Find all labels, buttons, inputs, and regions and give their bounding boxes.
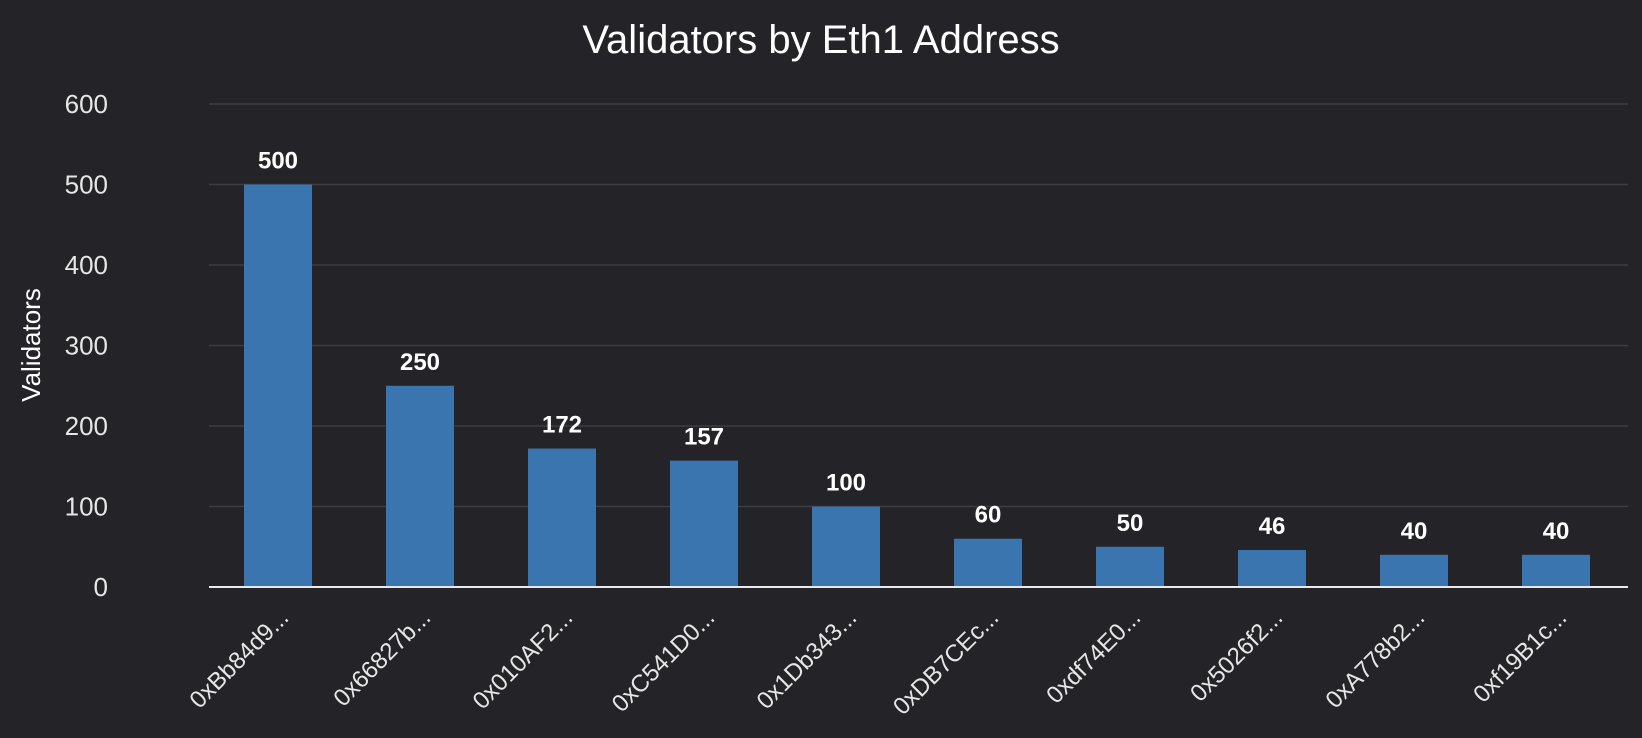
bar: [954, 538, 1022, 587]
x-tick-label: 0xDB7CEc...: [888, 604, 1004, 720]
x-tick-label: 0x1Db343...: [752, 604, 863, 715]
x-tick-label: 0xBb84d9...: [185, 604, 295, 714]
bar-value-label: 50: [1117, 510, 1144, 537]
y-axis-ticks: 0 100 200 300 400 500 600: [65, 89, 108, 602]
y-tick-label: 500: [65, 170, 108, 200]
data-labels: 500 250 172 157 100 60 50 46 40 40: [258, 148, 1569, 545]
bar-value-label: 40: [1543, 518, 1570, 545]
bars: [244, 184, 1590, 587]
bar: [812, 506, 880, 587]
y-axis-label: Validators: [16, 288, 46, 402]
bar: [1380, 554, 1448, 587]
x-tick-label: 0xC541D0...: [607, 604, 720, 717]
chart-title: Validators by Eth1 Address: [582, 18, 1059, 62]
x-tick-label: 0xA778b2...: [1321, 604, 1431, 714]
bar: [1522, 554, 1590, 587]
bar-value-label: 250: [400, 349, 440, 376]
bar-value-label: 157: [684, 424, 724, 451]
y-tick-label: 100: [65, 492, 108, 522]
x-tick-label: 0xf19B1c...: [1468, 604, 1572, 708]
y-tick-label: 400: [65, 250, 108, 280]
y-tick-label: 300: [65, 331, 108, 361]
bar: [670, 460, 738, 587]
y-tick-label: 200: [65, 411, 108, 441]
bar-value-label: 100: [826, 470, 866, 497]
bar: [244, 184, 312, 587]
bar-value-label: 40: [1401, 518, 1428, 545]
bar-value-label: 172: [542, 412, 582, 439]
bar-value-label: 46: [1259, 513, 1286, 540]
bar: [528, 448, 596, 587]
x-axis-ticks: 0xBb84d9... 0x66827b... 0x010AF2... 0xC541D…: [185, 604, 1573, 720]
y-tick-label: 0: [94, 572, 108, 602]
x-tick-label: 0x66827b...: [328, 604, 436, 712]
bar: [1096, 546, 1164, 587]
bar-value-label: 60: [975, 502, 1002, 529]
bar: [1238, 549, 1306, 587]
y-tick-label: 600: [65, 89, 108, 119]
x-tick-label: 0x010AF2...: [468, 604, 579, 715]
bar-value-label: 500: [258, 148, 298, 175]
x-tick-label: 0x5026f2...: [1185, 604, 1288, 707]
x-tick-label: 0xdf74E0...: [1041, 604, 1146, 709]
bar: [386, 385, 454, 587]
